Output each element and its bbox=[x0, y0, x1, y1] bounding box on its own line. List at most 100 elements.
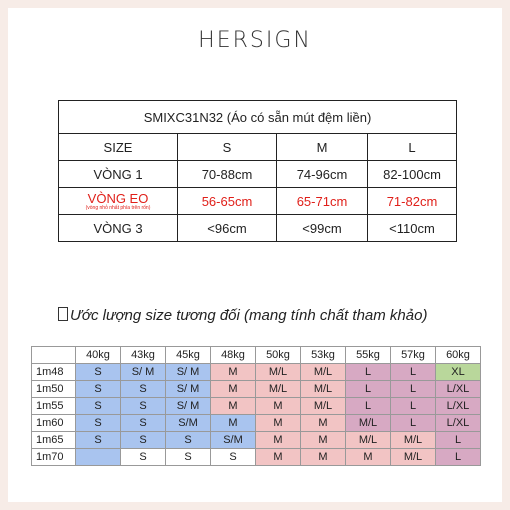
height-cell: 1m65 bbox=[31, 431, 76, 449]
weight-header-cell: 50kg bbox=[255, 346, 301, 364]
size-chart-row: VÒNG 3 <96cm <99cm <110cm bbox=[58, 214, 457, 242]
size-estimate-cell: M/L bbox=[345, 414, 391, 432]
size-estimate-cell: M bbox=[210, 397, 256, 415]
row-value-l: 71-82cm bbox=[367, 187, 457, 215]
size-estimate-cell: L bbox=[345, 363, 391, 381]
checkbox-icon bbox=[58, 307, 68, 321]
size-estimate-cell: M/L bbox=[345, 431, 391, 449]
size-estimate-cell: M bbox=[255, 414, 301, 432]
row-value-s: <96cm bbox=[177, 214, 277, 242]
size-chart-row: VÒNG EO (vòng nhỏ nhất phía trên rốn) 56… bbox=[58, 187, 457, 215]
size-header-m: M bbox=[276, 133, 368, 161]
size-estimate-cell: S/ M bbox=[165, 363, 211, 381]
estimate-row: 1m55 S S S/ M M M M/L L L L/XL bbox=[31, 397, 481, 415]
row-value-l: <110cm bbox=[367, 214, 457, 242]
size-estimate-cell: S bbox=[165, 431, 211, 449]
weight-header-cell: 60kg bbox=[435, 346, 481, 364]
size-estimate-cell: S bbox=[120, 431, 166, 449]
size-estimate-cell: M/L bbox=[390, 431, 436, 449]
weight-header-cell: 55kg bbox=[345, 346, 391, 364]
size-estimate-cell: S bbox=[210, 448, 256, 466]
size-estimate-cell: L/XL bbox=[435, 380, 481, 398]
size-chart-title: SMIXC31N32 (Áo có sẵn mút đệm liền) bbox=[58, 100, 457, 134]
size-estimate-cell: S bbox=[75, 414, 121, 432]
estimate-header-row: 40kg 43kg 45kg 48kg 50kg 53kg 55kg 57kg 60kg bbox=[31, 346, 481, 364]
size-estimate-cell bbox=[75, 448, 121, 466]
size-estimate-cell: M bbox=[210, 380, 256, 398]
weight-header-cell: 57kg bbox=[390, 346, 436, 364]
size-estimate-cell: S/ M bbox=[165, 397, 211, 415]
size-header-s: S bbox=[177, 133, 277, 161]
weight-header-cell: 53kg bbox=[300, 346, 346, 364]
size-estimate-cell: S bbox=[120, 397, 166, 415]
row-value-m: 74-96cm bbox=[276, 160, 368, 188]
row-value-l: 82-100cm bbox=[367, 160, 457, 188]
size-chart-row: VÒNG 1 70-88cm 74-96cm 82-100cm bbox=[58, 160, 457, 188]
height-cell: 1m60 bbox=[31, 414, 76, 432]
size-header-l: L bbox=[367, 133, 457, 161]
size-estimate-cell: M bbox=[255, 448, 301, 466]
size-estimate-cell: S bbox=[75, 431, 121, 449]
row-value-m: 65-71cm bbox=[276, 187, 368, 215]
size-estimate-cell: M bbox=[345, 448, 391, 466]
weight-header-cell: 48kg bbox=[210, 346, 256, 364]
size-estimate-cell: S bbox=[120, 448, 166, 466]
size-estimate-cell: S bbox=[75, 380, 121, 398]
size-estimate-cell: L/XL bbox=[435, 414, 481, 432]
size-estimate-cell: M bbox=[255, 431, 301, 449]
height-cell: 1m48 bbox=[31, 363, 76, 381]
size-estimate-cell: M/L bbox=[300, 380, 346, 398]
size-estimate-cell: L bbox=[390, 363, 436, 381]
brand-logo: HERSIGN bbox=[198, 28, 312, 53]
size-estimate-cell: L bbox=[345, 380, 391, 398]
estimate-row: 1m70 S S S M M M M/L L bbox=[31, 448, 481, 466]
size-estimate-cell: S/M bbox=[165, 414, 211, 432]
size-estimate-cell: S/M bbox=[210, 431, 256, 449]
estimate-note: Ước lượng size tương đối (mang tính chất… bbox=[58, 307, 427, 324]
size-estimate-cell: L bbox=[435, 431, 481, 449]
size-estimate-cell: M bbox=[300, 431, 346, 449]
estimate-note-text: Ước lượng size tương đối (mang tính chất… bbox=[70, 307, 428, 324]
size-estimate-cell: L bbox=[390, 380, 436, 398]
estimate-table: 40kg 43kg 45kg 48kg 50kg 53kg 55kg 57kg 60kg 1m4… bbox=[31, 346, 481, 466]
size-estimate-cell: M/L bbox=[300, 397, 346, 415]
size-estimate-cell: L bbox=[345, 397, 391, 415]
estimate-row: 1m48 S S/ M S/ M M M/L M/L L L XL bbox=[31, 363, 481, 381]
row-label: VÒNG 1 bbox=[58, 160, 178, 188]
height-cell: 1m70 bbox=[31, 448, 76, 466]
estimate-row: 1m60 S S S/M M M M M/L L L/XL bbox=[31, 414, 481, 432]
size-header-label: SIZE bbox=[58, 133, 178, 161]
row-label-cell: VÒNG EO (vòng nhỏ nhất phía trên rốn) bbox=[58, 187, 178, 215]
estimate-row: 1m50 S S S/ M M M/L M/L L L L/XL bbox=[31, 380, 481, 398]
size-estimate-cell: M bbox=[300, 414, 346, 432]
size-estimate-cell: L bbox=[435, 448, 481, 466]
size-estimate-cell: M/L bbox=[300, 363, 346, 381]
row-label: VÒNG 3 bbox=[58, 214, 178, 242]
height-cell: 1m55 bbox=[31, 397, 76, 415]
size-estimate-cell: S/ M bbox=[165, 380, 211, 398]
row-label: VÒNG EO bbox=[87, 190, 149, 206]
height-cell: 1m50 bbox=[31, 380, 76, 398]
weight-header-cell: 40kg bbox=[75, 346, 121, 364]
weight-header-cell: 45kg bbox=[165, 346, 211, 364]
size-estimate-cell: M/L bbox=[390, 448, 436, 466]
corner-cell bbox=[31, 346, 76, 364]
estimate-row: 1m65 S S S S/M M M M/L M/L L bbox=[31, 431, 481, 449]
size-estimate-cell: S bbox=[75, 397, 121, 415]
size-estimate-cell: L bbox=[390, 397, 436, 415]
size-estimate-cell: S bbox=[120, 414, 166, 432]
size-estimate-cell: M/L bbox=[255, 363, 301, 381]
row-value-s: 56-65cm bbox=[177, 187, 277, 215]
size-estimate-cell: L/XL bbox=[435, 397, 481, 415]
size-estimate-cell: M bbox=[300, 448, 346, 466]
size-estimate-cell: L bbox=[390, 414, 436, 432]
row-value-s: 70-88cm bbox=[177, 160, 277, 188]
row-value-m: <99cm bbox=[276, 214, 368, 242]
size-chart-table: SMIXC31N32 (Áo có sẵn mút đệm liền) SIZE… bbox=[58, 100, 457, 242]
size-estimate-cell: S/ M bbox=[120, 363, 166, 381]
size-estimate-cell: XL bbox=[435, 363, 481, 381]
size-chart-header-row: SIZE S M L bbox=[58, 133, 457, 161]
size-estimate-cell: M bbox=[210, 363, 256, 381]
size-estimate-cell: S bbox=[75, 363, 121, 381]
size-estimate-cell: M bbox=[255, 397, 301, 415]
